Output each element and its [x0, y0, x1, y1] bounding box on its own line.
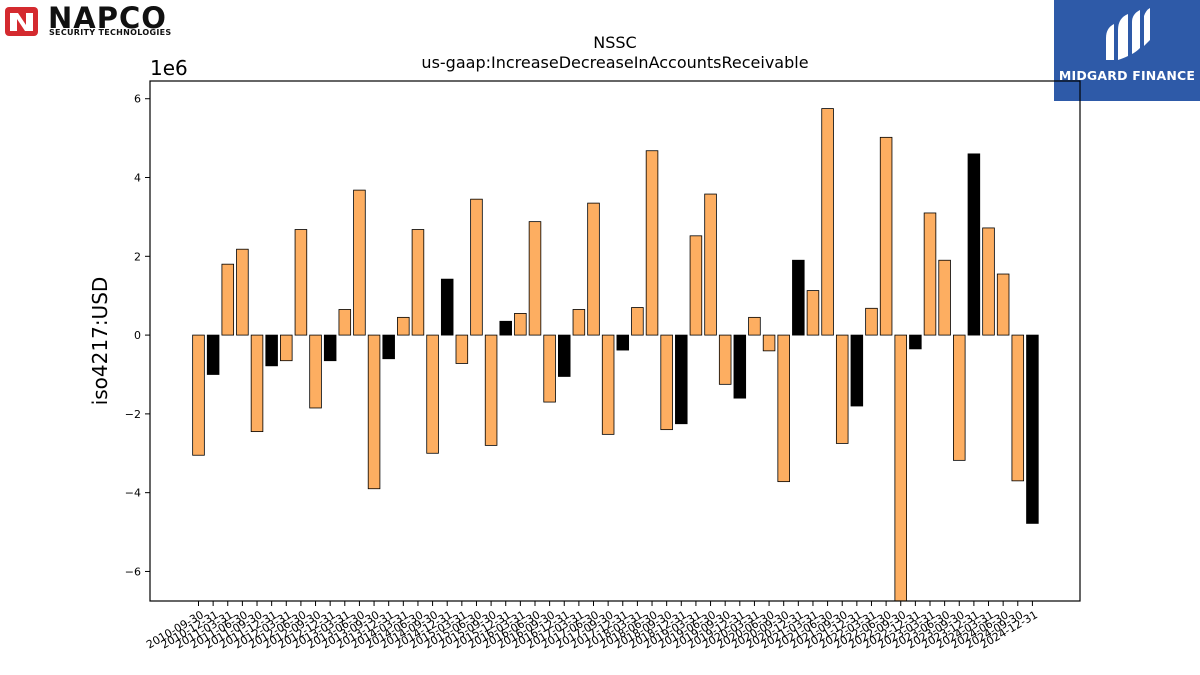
napco-logo-name: NAPCO: [48, 1, 167, 35]
bars-group: [192, 108, 1039, 602]
bar-2012-12-31: [323, 334, 337, 362]
bar-2014-06-30: [411, 229, 425, 336]
bar-2012-09-30: [309, 334, 322, 409]
bar-2011-06-30: [236, 248, 249, 336]
bar-2010-09-30: [192, 334, 205, 456]
chart-subtitle: us-gaap:IncreaseDecreaseInAccountsReceiv…: [421, 53, 809, 72]
napco-mark-icon: [5, 7, 38, 36]
bar-2013-12-31: [382, 334, 395, 360]
bar-2020-03-31: [748, 316, 761, 336]
bar-2015-06-30: [470, 198, 483, 336]
y-tick-label-4: 4: [134, 172, 141, 185]
bar-2022-06-30: [879, 136, 893, 336]
bar-2023-06-30: [938, 259, 951, 336]
bar-2011-03-31: [221, 263, 235, 336]
y-axis-label: iso4217:USD: [88, 277, 112, 406]
bar-2019-06-30: [704, 193, 717, 336]
bar-2020-06-30: [762, 334, 776, 352]
y-tick-label-−4: −4: [125, 487, 141, 500]
napco-logo: NAPCO SECURITY TECHNOLOGIES: [4, 1, 209, 40]
bar-2024-09-30: [1011, 334, 1025, 482]
bar-2015-12-31: [499, 320, 512, 336]
y-tick-label-−2: −2: [125, 408, 141, 421]
bar-2013-03-31: [338, 309, 352, 336]
bar-2012-06-30: [294, 229, 308, 336]
bar-2022-09-30: [894, 334, 907, 602]
y-tick-label-−6: −6: [125, 565, 141, 578]
bar-2018-09-30: [660, 334, 673, 431]
bar-2011-09-30: [250, 334, 264, 433]
bar-2014-12-31: [440, 278, 454, 336]
frame: [149, 80, 1081, 602]
napco-logo-subtitle: SECURITY TECHNOLOGIES: [49, 28, 172, 37]
bar-2012-03-31: [280, 334, 293, 362]
bar-2018-06-30: [645, 150, 659, 336]
bar-2015-09-30: [484, 334, 498, 446]
bar-2014-09-30: [426, 334, 439, 454]
midgard-mark-icon: [1106, 8, 1150, 60]
midgard-finance-logo: MIDGARD FINANCE: [1054, 0, 1200, 101]
midgard-logo-name: MIDGARD FINANCE: [1058, 68, 1196, 83]
y-tick-label-6: 6: [134, 93, 141, 106]
bar-2023-03-31: [923, 212, 937, 336]
bar-2022-03-31: [865, 307, 878, 336]
bar-2015-03-31: [455, 334, 469, 364]
y-scale-label: 1e6: [150, 56, 188, 80]
bar-2013-09-30: [367, 334, 381, 490]
y-tick-label-2: 2: [134, 250, 141, 263]
bar-2021-06-30: [821, 108, 834, 336]
bar-2014-03-31: [397, 316, 410, 336]
bar-2017-03-31: [572, 309, 586, 336]
bar-2016-09-30: [543, 334, 556, 403]
bar-2016-03-31: [514, 313, 527, 336]
bar-2022-12-31: [909, 334, 922, 350]
plot-frame: [149, 80, 1081, 602]
bar-2024-12-31: [1026, 334, 1039, 524]
bar-2017-09-30: [601, 334, 615, 435]
y-tick-label-0: 0: [134, 329, 141, 342]
bar-2021-03-31: [806, 290, 820, 336]
bar-2023-09-30: [953, 334, 966, 461]
bar-2018-12-31: [675, 334, 688, 425]
bar-2017-12-31: [616, 334, 630, 351]
chart-title: NSSC: [593, 33, 637, 52]
bar-2020-09-30: [777, 334, 790, 483]
bar-2020-12-31: [792, 259, 805, 336]
bar-2019-03-31: [689, 235, 703, 336]
bar-2024-06-30: [996, 273, 1010, 336]
bar-2017-06-30: [587, 202, 600, 336]
bar-2021-09-30: [835, 334, 849, 444]
bar-2019-09-30: [718, 334, 732, 385]
bar-2018-03-31: [631, 307, 644, 336]
bar-2016-12-31: [558, 334, 571, 377]
bar-2016-06-30: [528, 221, 542, 336]
bar-2013-06-30: [353, 189, 366, 336]
bar-2024-03-31: [982, 227, 995, 336]
bar-2023-12-31: [967, 153, 981, 336]
bar-2019-12-31: [733, 334, 747, 399]
bar-2010-12-31: [206, 334, 220, 375]
bar-2011-12-31: [265, 334, 278, 367]
bar-2021-12-31: [850, 334, 864, 407]
